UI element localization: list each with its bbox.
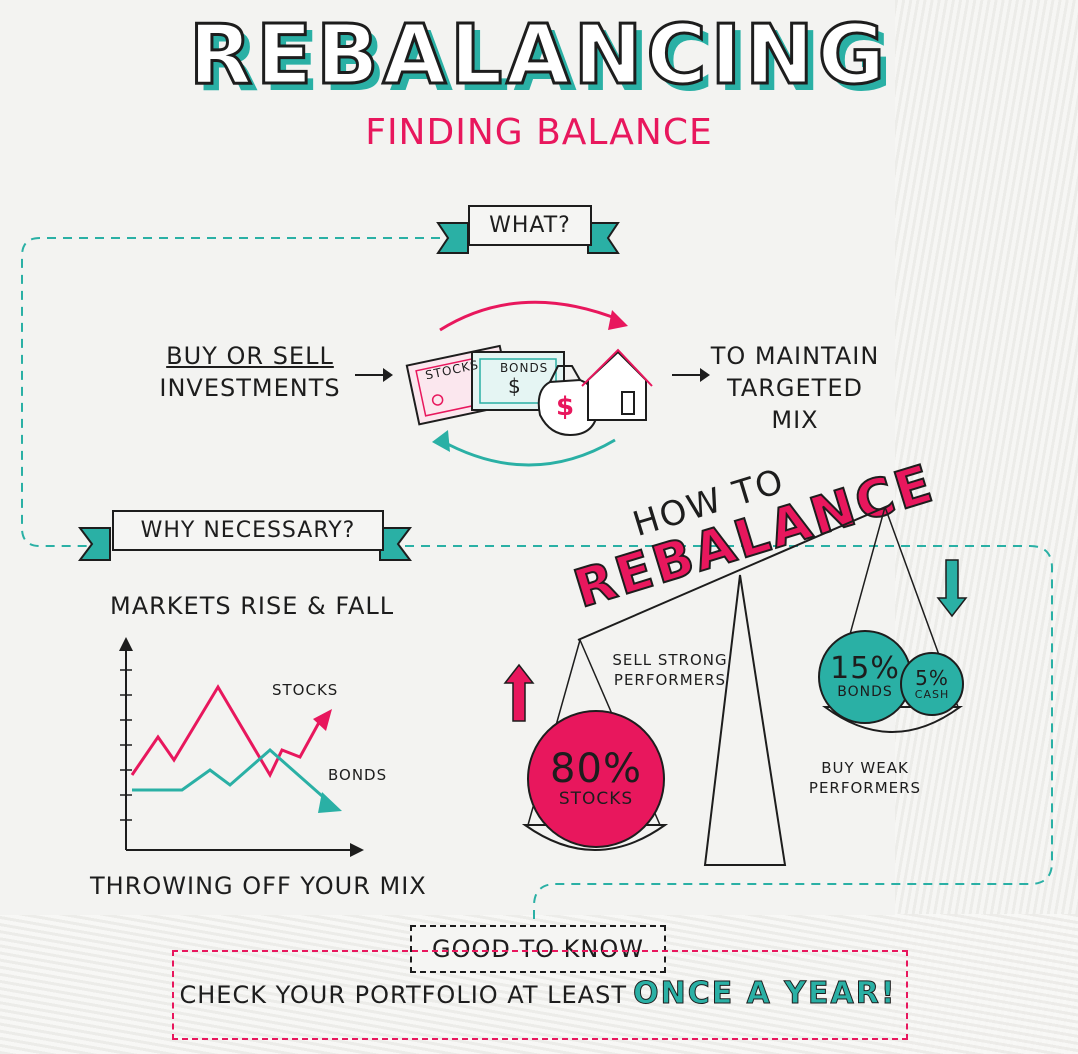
good-to-know-label: GOOD TO KNOW <box>410 925 666 973</box>
arrow-right-icon <box>355 368 393 382</box>
what-banner: WHAT? <box>468 205 592 246</box>
stocks-percent: 80% <box>550 746 642 792</box>
investments-text: INVESTMENTS <box>159 374 341 402</box>
money-bag-icon: $ <box>556 392 576 422</box>
cash-label: CASH <box>914 687 950 701</box>
stocks-allocation: 80% STOCKS <box>527 710 665 848</box>
throwing-off-mix: THROWING OFF YOUR MIX <box>90 872 427 900</box>
cash-percent: 5% <box>915 665 949 690</box>
maintain-mix-label: TO MAINTAIN TARGETED MIX <box>700 340 890 436</box>
targeted-mix-text: TARGETED MIX <box>727 374 863 434</box>
page-title: REBALANCING <box>187 7 890 105</box>
napkin-texture-right <box>888 0 1078 1054</box>
up-arrow-icon <box>503 663 535 722</box>
bonds-label: BONDS <box>837 684 893 700</box>
to-maintain-text: TO MAINTAIN <box>710 342 880 370</box>
cash-allocation: 5% CASH <box>900 652 964 716</box>
footer-tip-box <box>172 950 908 1040</box>
why-banner: WHY NECESSARY? <box>112 510 384 551</box>
bonds-allocation: 15% BONDS <box>818 630 912 724</box>
market-chart <box>119 637 364 857</box>
arrow-right-icon-2 <box>672 368 710 382</box>
buy-weak-label: BUY WEAK PERFORMERS <box>808 759 922 797</box>
footer-tip-text: CHECK YOUR PORTFOLIO AT LEAST <box>179 981 627 1009</box>
footer-tip-emphasis: ONCE A YEAR! <box>633 976 897 1012</box>
chart-stocks-label: STOCKS <box>272 681 339 699</box>
stocks-label: STOCKS <box>558 789 634 809</box>
chart-bonds-label: BONDS <box>328 766 388 784</box>
footer-tip: CHECK YOUR PORTFOLIO AT LEAST ONCE A YEA… <box>172 976 904 1012</box>
buy-or-sell-text: BUY OR SELL <box>166 342 334 370</box>
sell-strong-label: SELL STRONG PERFORMERS <box>612 651 728 689</box>
bonds-percent: 15% <box>830 651 900 686</box>
page-subtitle: FINDING BALANCE <box>365 112 713 153</box>
assets-illustration <box>405 300 653 467</box>
buy-sell-label: BUY OR SELL INVESTMENTS <box>150 340 350 404</box>
markets-rise-fall: MARKETS RISE & FALL <box>110 592 395 620</box>
what-banner-ribbon <box>436 222 620 254</box>
down-arrow-icon <box>936 559 968 618</box>
napkin-center <box>0 0 895 915</box>
why-banner-ribbon <box>78 527 412 561</box>
bond-dollar-icon: $ <box>508 374 522 398</box>
bonds-certificate-label: BONDS <box>500 361 549 375</box>
